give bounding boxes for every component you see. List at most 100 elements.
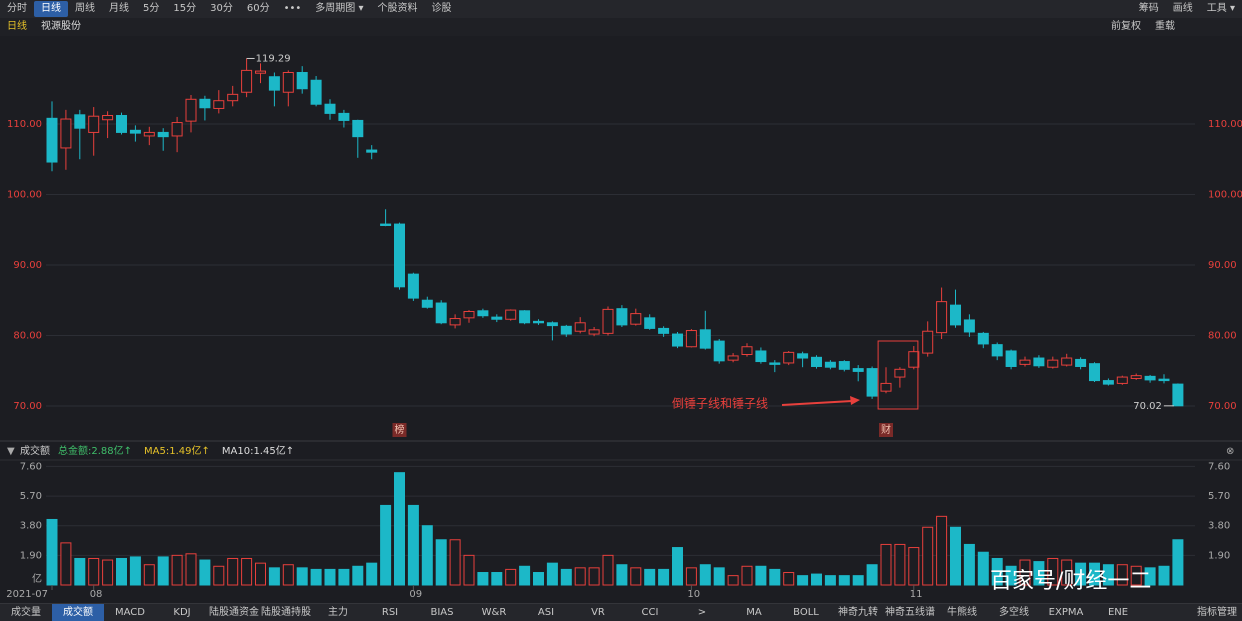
volume-bar <box>394 472 405 586</box>
indicator-tab[interactable]: ASI <box>537 607 555 618</box>
y-tick-label: 80.00 <box>1208 330 1237 341</box>
candle-body <box>116 115 127 133</box>
candle-body <box>713 340 725 362</box>
candle-body <box>102 115 114 121</box>
volume-bar <box>991 557 1003 586</box>
legend-entry: MA5:1.49亿↑ <box>144 444 210 457</box>
volume-bar <box>116 557 127 586</box>
indicator-tab[interactable]: 陆股通持股 <box>261 607 311 618</box>
candle-body <box>1172 383 1184 407</box>
indicator-tab[interactable]: 牛熊线 <box>947 607 977 618</box>
toolbar-button[interactable]: 周线 <box>75 3 95 14</box>
candle-body <box>894 368 906 378</box>
annotation-arrow <box>781 400 853 406</box>
toolbar-button[interactable]: 日线 <box>34 1 68 17</box>
indicator-tab[interactable]: MA <box>746 607 762 618</box>
indicator-tab[interactable]: > <box>697 607 707 618</box>
volume-bar <box>310 568 322 586</box>
indicator-tab[interactable]: 多空线 <box>999 607 1029 618</box>
indicator-tab[interactable]: EXPMA <box>1048 607 1084 618</box>
volume-bar <box>213 565 225 586</box>
indicator-tab[interactable]: CCI <box>641 607 659 618</box>
volume-bar <box>435 539 447 586</box>
indicator-tab[interactable]: BIAS <box>430 607 454 618</box>
candle-body <box>1089 363 1100 382</box>
toolbar-button[interactable]: 画线 <box>1172 3 1193 14</box>
volume-bar <box>1089 562 1100 586</box>
volume-bar <box>1047 557 1059 586</box>
candle-body <box>255 70 266 74</box>
candle-body <box>88 115 100 133</box>
min-price-label: 70.02 <box>1133 401 1162 412</box>
candle-body <box>407 273 419 299</box>
volume-bar <box>505 568 517 586</box>
toolbar-button[interactable]: 个股资料 <box>377 3 418 14</box>
volume-bar <box>366 562 378 586</box>
indicator-tab[interactable]: MACD <box>115 607 145 618</box>
y-tick-label: 1.90 <box>1208 550 1230 561</box>
volume-bar <box>324 568 336 586</box>
volume-bar <box>533 572 544 586</box>
toolbar-button[interactable]: 工具 ▾ <box>1206 3 1235 14</box>
volume-bar <box>477 572 489 586</box>
volume-bar <box>880 543 892 586</box>
indicator-tab[interactable]: W&R <box>481 607 507 618</box>
indicator-tab[interactable]: ENE <box>1107 607 1129 618</box>
volume-bar <box>713 567 725 586</box>
toolbar-button[interactable]: 5分 <box>143 3 160 14</box>
header: 日线 视源股份 前复权 重载 <box>0 18 1242 36</box>
indicator-tab[interactable]: 成交额 <box>52 604 104 621</box>
candle-body <box>950 304 961 326</box>
candle-body <box>936 301 948 334</box>
indicator-tab[interactable]: 神奇五线谱 <box>885 607 935 618</box>
stock-name: 视源股份 <box>41 21 81 32</box>
toolbar-button[interactable]: 诊股 <box>431 3 452 14</box>
toolbar-button[interactable]: ••• <box>283 3 302 14</box>
volume-bar <box>602 554 614 586</box>
toolbar-button[interactable]: 月线 <box>109 3 129 14</box>
event-marker-label: 财 <box>881 423 891 436</box>
indicator-tab[interactable]: VR <box>591 607 605 618</box>
toolbar-button[interactable]: 15分 <box>173 3 197 14</box>
volume-bar <box>491 572 503 586</box>
indicator-tab[interactable]: 成交量 <box>11 607 41 618</box>
toolbar: 分时 日线 周线 月线 5分 15分 30分 60分 ••• 多周期图 ▾ 个股资料 诊股 筹码 画线 工具… <box>0 0 1242 18</box>
candle-body <box>1116 376 1128 384</box>
indicator-tab[interactable]: 主力 <box>328 607 348 618</box>
volume-bar <box>1116 564 1128 586</box>
volume-bar <box>574 567 586 586</box>
indicator-tab[interactable]: BOLL <box>793 607 819 618</box>
indicator-tab[interactable]: RSI <box>381 607 399 618</box>
candle-body <box>449 318 461 326</box>
indicator-manage[interactable]: 指标管理 <box>1197 607 1237 618</box>
volume-bar <box>129 556 141 586</box>
toolbar-button[interactable]: 多周期图 ▾ <box>315 3 364 14</box>
indicator-tab[interactable]: 神奇九转 <box>838 607 878 618</box>
header-button[interactable]: 重载 <box>1155 21 1175 32</box>
collapse-icon[interactable]: ▼ <box>7 446 15 457</box>
candle-body <box>1075 358 1087 367</box>
y-tick-label: 5.70 <box>1208 491 1230 502</box>
volume-bar <box>963 543 975 586</box>
candle-body <box>588 329 600 335</box>
y-tick-label: 7.60 <box>1208 461 1230 472</box>
candle-body <box>866 368 878 397</box>
indicator-tab[interactable]: 陆股通资金 <box>209 607 259 618</box>
candle-body <box>1047 359 1059 368</box>
toolbar-button[interactable]: 30分 <box>210 3 233 14</box>
toolbar-button[interactable]: 60分 <box>246 3 270 14</box>
legend-entry: 总金额:2.88亿↑ <box>58 444 132 457</box>
close-icon[interactable]: ⊗ <box>1226 446 1234 457</box>
volume-bar <box>811 573 822 586</box>
volume-bar <box>936 515 948 586</box>
candle-body <box>171 122 183 137</box>
toolbar-button[interactable]: 筹码 <box>1138 3 1159 14</box>
candle-body <box>1158 378 1170 382</box>
y-tick-label: 100.00 <box>7 189 42 200</box>
toolbar-button[interactable]: 分时 <box>7 3 27 14</box>
indicator-tab[interactable]: KDJ <box>173 607 191 618</box>
volume-bar <box>699 564 711 586</box>
header-button[interactable]: 前复权 <box>1111 21 1141 32</box>
